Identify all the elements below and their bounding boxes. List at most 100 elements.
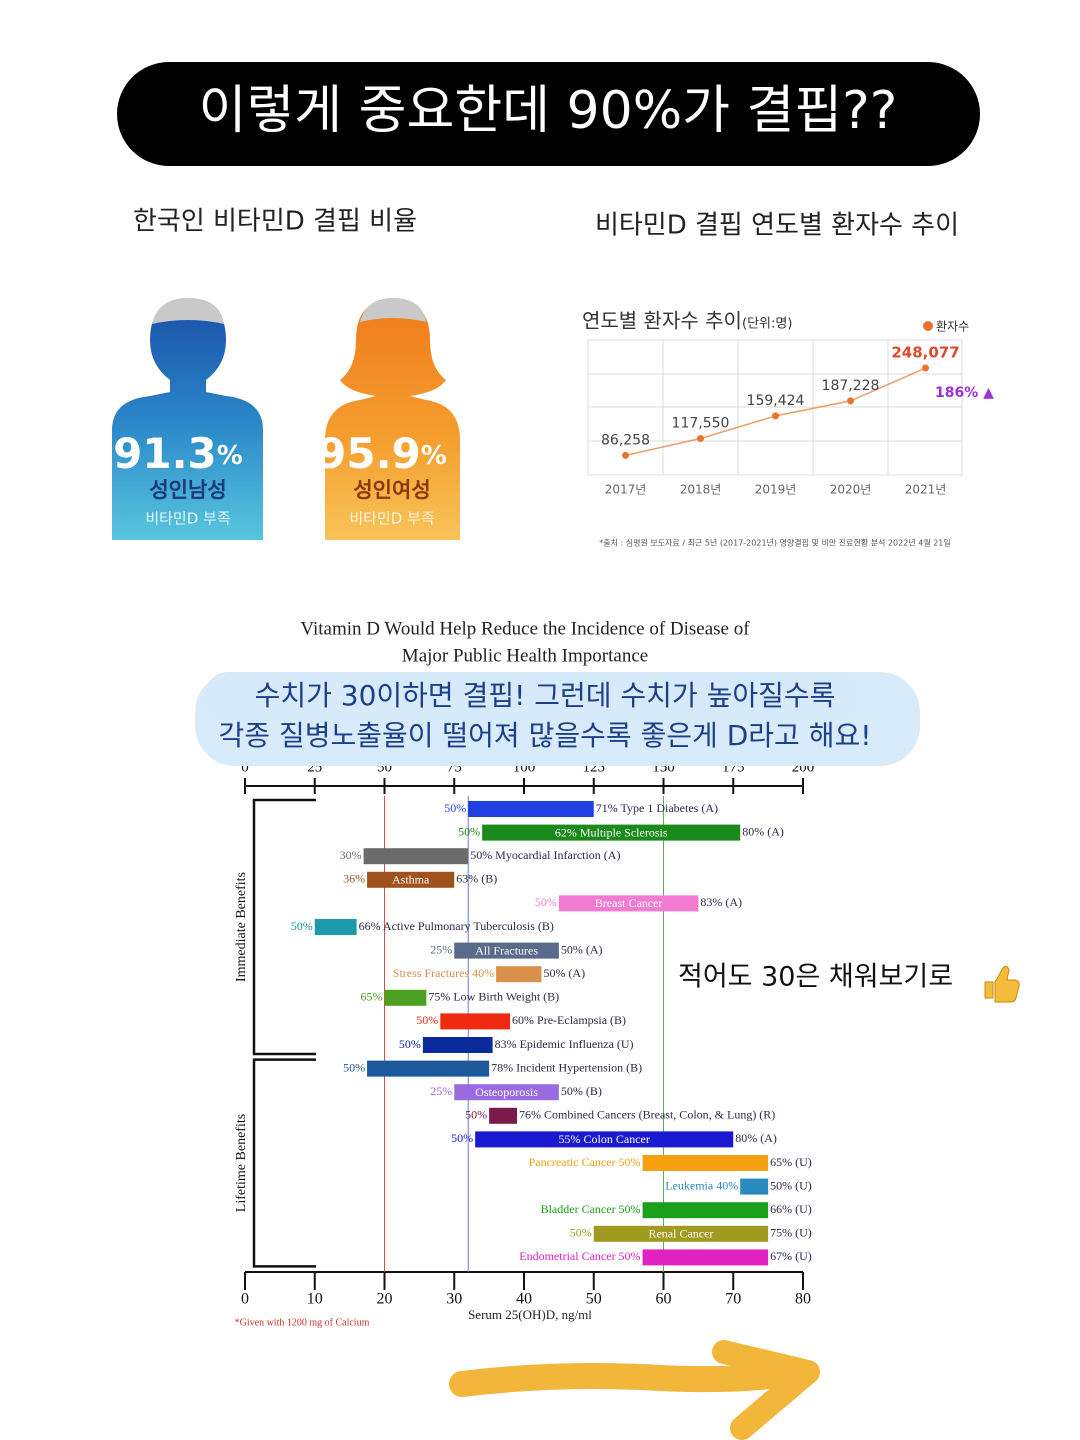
x-tick-label: 40 bbox=[516, 1291, 532, 1308]
bar-start-label: 25% bbox=[430, 1084, 452, 1098]
range-bar bbox=[468, 801, 594, 817]
chart-title: 연도별 환자수 추이 bbox=[582, 309, 742, 333]
bar-end-label: 80% (A) bbox=[735, 1131, 777, 1145]
bar-end-label: 83% (A) bbox=[700, 895, 742, 909]
bar-inner-label: 62% Multiple Sclerosis bbox=[555, 825, 668, 839]
point bbox=[622, 451, 629, 459]
range-bar bbox=[440, 1013, 511, 1030]
bar-start-label: 30% bbox=[340, 848, 362, 862]
bar-start-label: 25% bbox=[430, 942, 452, 956]
legend-marker bbox=[923, 321, 933, 331]
x-tick-label: 50 bbox=[586, 1291, 602, 1308]
range-bar bbox=[367, 871, 455, 888]
range-bar bbox=[454, 1084, 559, 1101]
bar-start-label: Bladder Cancer 50% bbox=[541, 1202, 641, 1216]
figure-unit: % bbox=[421, 441, 447, 471]
top-tick-label: 0 bbox=[241, 759, 249, 775]
caption-line: 각종 질병노출율이 떨어져 많을수록 좋은게 D라고 해요! bbox=[219, 719, 872, 752]
bar-start-label: 50% bbox=[570, 1226, 592, 1240]
bar-start-label: Leukemia 40% bbox=[665, 1178, 738, 1192]
bar-end-label: 66% Active Pulmonary Tuberculosis (B) bbox=[359, 919, 554, 933]
bar-start-label: 50% bbox=[444, 801, 466, 815]
bar-end-label: 63% (B) bbox=[456, 872, 497, 886]
x-tick-label: 20 bbox=[377, 1291, 393, 1308]
bar-start-label: 50% bbox=[399, 1037, 421, 1051]
bar-end-label: 50% (A) bbox=[561, 942, 603, 956]
point bbox=[772, 412, 779, 420]
bar-end-label: 50% (U) bbox=[770, 1178, 812, 1192]
x-tick-label: 70 bbox=[725, 1291, 741, 1308]
bar-start-label: 50% bbox=[458, 824, 480, 838]
bar-start-label: 50% bbox=[343, 1060, 365, 1074]
line bbox=[625, 367, 926, 457]
group-bracket bbox=[252, 1058, 316, 1268]
bar-end-label: 60% Pre-Eclampsia (B) bbox=[512, 1013, 626, 1027]
range-bar bbox=[642, 1155, 769, 1171]
figure-label: 성인여성 bbox=[353, 478, 430, 502]
legend-label: 환자수 bbox=[936, 320, 969, 334]
group-label: Immediate Benefits bbox=[234, 872, 249, 982]
left-heading: 한국인 비타민D 결핍 비율 bbox=[133, 207, 417, 237]
bar-start-label: 50% bbox=[465, 1108, 487, 1122]
value-label: 86,258 bbox=[601, 432, 650, 448]
woman-figure bbox=[325, 298, 460, 540]
arrow bbox=[449, 1359, 813, 1397]
range-bar bbox=[384, 989, 427, 1006]
figure-value: 95.9% bbox=[317, 429, 447, 478]
range-bar bbox=[367, 1060, 490, 1077]
figure-number: 95.9 bbox=[317, 429, 421, 478]
source-note: *출처 : 심평원 보도자료 / 최근 5년 (2017-2021년) 영양결핍… bbox=[599, 538, 951, 548]
bar-end-label: 66% (U) bbox=[770, 1202, 812, 1216]
x-axis-label: Serum 25(OH)D, ng/ml bbox=[468, 1307, 592, 1322]
value-label: 159,424 bbox=[747, 393, 805, 409]
thumbs-up-icon bbox=[984, 965, 1020, 1003]
note: 적어도 30은 채워보기로 bbox=[678, 962, 953, 993]
range-bar bbox=[642, 1249, 769, 1266]
group-label: Lifetime Benefits bbox=[234, 1114, 249, 1212]
figure-sublabel: 비타민D 부족 bbox=[145, 510, 231, 528]
x-tick-label: 80 bbox=[795, 1291, 811, 1308]
caption-line: 수치가 30이하면 결핍! 그런데 수치가 높아질수록 bbox=[255, 679, 836, 712]
bar-start-label: 50% bbox=[451, 1131, 473, 1145]
range-bar bbox=[314, 919, 357, 935]
group-bracket bbox=[252, 798, 316, 1056]
bar-inner-label: Asthma bbox=[392, 873, 430, 887]
bar-end-label: 50% (B) bbox=[561, 1084, 602, 1098]
x-tick-label: 2017년 bbox=[605, 483, 647, 497]
point bbox=[922, 364, 929, 372]
x-tick-label: 2018년 bbox=[680, 483, 722, 497]
bar-inner-label: All Fractures bbox=[475, 943, 538, 957]
annotation: 186% ▲ bbox=[935, 385, 994, 401]
bar-start-label: Endometrial Cancer 50% bbox=[519, 1249, 640, 1263]
bar-end-label: 50% Myocardial Infarction (A) bbox=[470, 848, 620, 862]
figure-label: 성인남성 bbox=[149, 478, 226, 502]
x-tick-label: 30 bbox=[446, 1291, 462, 1308]
bar-inner-label: Breast Cancer bbox=[595, 896, 663, 910]
figure-value: 91.3% bbox=[113, 429, 243, 478]
bar-end-label: 50% (A) bbox=[543, 966, 585, 980]
x-tick-label: 2020년 bbox=[830, 483, 872, 497]
bar-end-label: 65% (U) bbox=[770, 1155, 812, 1169]
figure-unit: % bbox=[217, 441, 243, 471]
bar-start-label: Pancreatic Cancer 50% bbox=[529, 1155, 641, 1169]
bar-end-label: 78% Incident Hypertension (B) bbox=[491, 1060, 642, 1074]
point bbox=[697, 435, 704, 443]
chart-title: Major Public Health Importance bbox=[402, 645, 648, 666]
bar-start-label: 65% bbox=[361, 990, 383, 1004]
x-tick-label: 2021년 bbox=[905, 483, 947, 497]
bar-inner-label: 55% Colon Cancer bbox=[559, 1132, 650, 1146]
bar-start-label: Stress Fractures 40% bbox=[393, 966, 494, 980]
bar-end-label: 71% Type 1 Diabetes (A) bbox=[596, 801, 718, 815]
bar-inner-label: Renal Cancer bbox=[648, 1227, 713, 1241]
bar-end-label: 80% (A) bbox=[742, 824, 784, 838]
title-banner bbox=[117, 62, 980, 166]
bar-start-label: 50% bbox=[291, 919, 313, 933]
figure-number: 91.3 bbox=[113, 429, 217, 478]
x-tick-label: 2019년 bbox=[755, 483, 797, 497]
man-figure bbox=[112, 298, 263, 540]
value-label: 248,077 bbox=[891, 344, 959, 362]
value-label: 117,550 bbox=[672, 416, 730, 432]
page-title: 이렇게 중요한데 90%가 결핍?? bbox=[199, 81, 898, 141]
